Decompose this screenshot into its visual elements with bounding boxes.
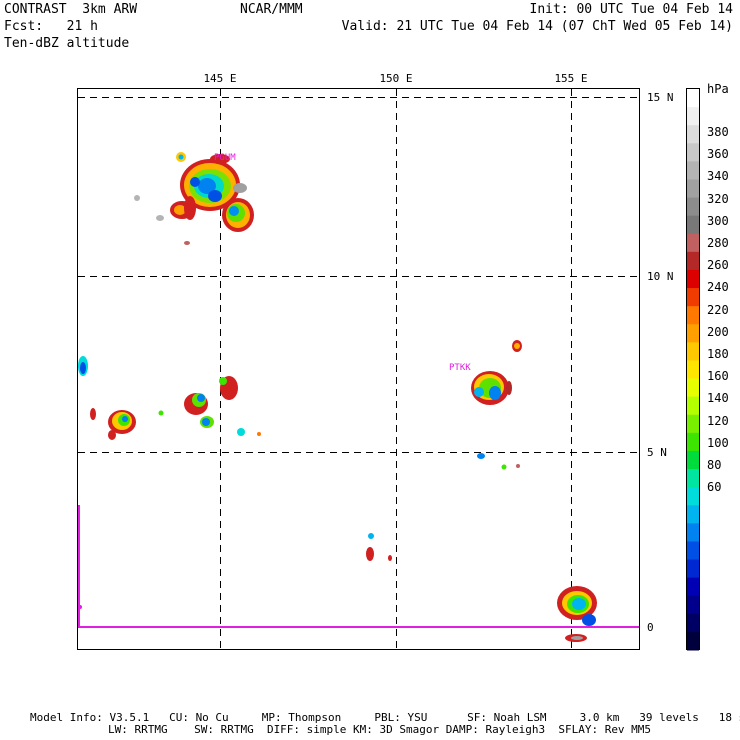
colorbar-label: 200: [707, 324, 729, 339]
colorbar-swatch: [687, 469, 699, 488]
colorbar-label: 360: [707, 147, 729, 162]
colorbar-swatch: [687, 288, 699, 307]
colorbar-swatch: [687, 414, 699, 434]
colorbar-swatch: [687, 523, 699, 542]
colorbar-swatch: [687, 269, 699, 289]
colorbar-swatch: [687, 179, 699, 199]
colorbar-swatch: [687, 125, 699, 144]
colorbar-swatch: [687, 161, 699, 180]
colorbar-swatch: [687, 251, 699, 271]
lat-tick-15n: 15 N: [647, 91, 674, 104]
lat-tick-5n: 5 N: [647, 446, 667, 459]
lat-tick-10n: 10 N: [647, 270, 674, 283]
colorbar-label: 260: [707, 258, 729, 273]
colorbar-label: 180: [707, 347, 729, 361]
colorbar-swatch: [687, 559, 699, 579]
colorbar-label: 120: [707, 413, 729, 428]
colorbar-swatch: [687, 324, 699, 343]
colorbar-label: 280: [707, 236, 729, 250]
echo-cluster-pohnpei: [471, 340, 522, 470]
colorbar-label: 160: [707, 369, 729, 384]
colorbar-swatch: [687, 306, 699, 325]
colorbar-label: 340: [707, 169, 729, 184]
colorbar-label: 100: [707, 435, 729, 450]
lon-tick-150: 150 E: [379, 72, 413, 85]
colorbar-swatch: [687, 505, 699, 524]
colorbar-label: 300: [707, 213, 729, 228]
station-label-ptkk: PTKK: [449, 363, 471, 373]
colorbar-swatch: [687, 197, 699, 217]
colorbar-swatch: [687, 541, 699, 561]
plot-frame: [77, 88, 640, 650]
forecast-hour: Fcst: 21 h: [4, 19, 98, 34]
echo-cluster-south: [366, 533, 597, 642]
lon-tick-145: 145 E: [203, 72, 237, 85]
model-info-line-1: Model Info: V3.5.1 CU: No Cu MP: Thompso…: [30, 711, 740, 724]
colorbar-swatch: [687, 342, 699, 361]
colorbar-swatch: [687, 613, 699, 633]
colorbar-swatch: [687, 595, 699, 615]
colorbar-swatch: [687, 487, 699, 506]
colorbar-unit: hPa: [707, 82, 729, 96]
center-title: NCAR/MMM: [240, 2, 303, 17]
colorbar: [686, 88, 700, 651]
lat-lon-gridlines: [78, 89, 639, 649]
domain-boundary: [78, 505, 639, 628]
field-name: Ten-dBZ altitude: [4, 36, 130, 51]
colorbar-swatch: [687, 396, 699, 416]
valid-time: Valid: 21 UTC Tue 04 Feb 14 (07 ChT Wed …: [341, 19, 733, 34]
station-label-pgum: PGUM: [214, 153, 236, 163]
lon-tick-155: 155 E: [554, 72, 588, 85]
colorbar-label: 140: [707, 391, 729, 406]
colorbar-swatch: [687, 107, 699, 126]
colorbar-label: 380: [707, 125, 729, 139]
colorbar-label: 320: [707, 191, 729, 206]
colorbar-swatch: [687, 631, 699, 651]
colorbar-swatch: [687, 233, 699, 253]
colorbar-swatch: [687, 378, 699, 398]
colorbar-swatch: [687, 432, 699, 452]
lat-tick-0: 0: [647, 621, 654, 634]
colorbar-label: 80: [707, 458, 722, 472]
echo-cluster-marianas: [134, 152, 254, 245]
colorbar-swatch: [687, 89, 699, 108]
echo-cluster-carolines: [78, 356, 261, 440]
model-info-line-2: LW: RRTMG SW: RRTMG DIFF: simple KM: 3D …: [108, 723, 652, 736]
colorbar-label: 60: [707, 480, 722, 495]
colorbar-label: 220: [707, 302, 729, 317]
colorbar-swatch: [687, 577, 699, 597]
colorbar-swatch: [687, 143, 699, 162]
colorbar-label: 240: [707, 280, 729, 295]
colorbar-swatch: [687, 360, 699, 380]
init-time: Init: 00 UTC Tue 04 Feb 14: [529, 2, 734, 17]
colorbar-swatch: [687, 215, 699, 235]
colorbar-swatch: [687, 450, 699, 470]
title-line-1: CONTRAST 3km ARW: [4, 2, 138, 17]
